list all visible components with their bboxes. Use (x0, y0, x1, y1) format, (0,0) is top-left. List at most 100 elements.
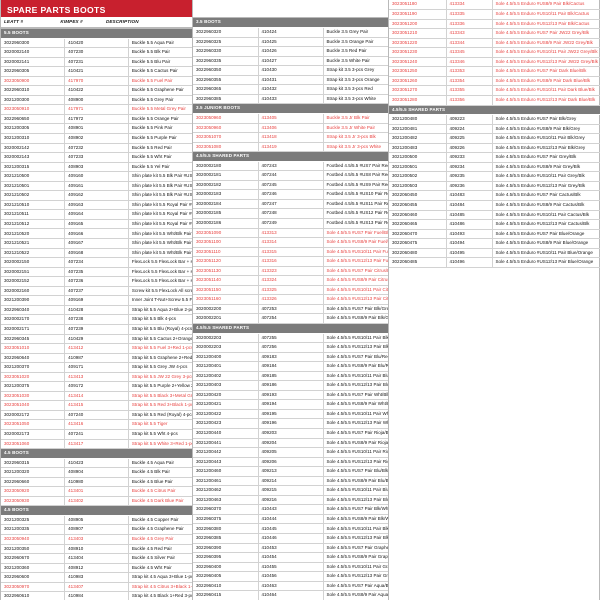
table-row[interactable]: 3020002141 407231 Buckle 5.5 Blu Pair (1, 57, 192, 68)
table-row[interactable]: 3022960415 410464 Sole 4.5/5.5 #US8/9 Pair… (193, 590, 388, 600)
table-row[interactable]: 3022960355 410431 Strap kit 3.5 3-pcs Oran… (193, 75, 388, 86)
table-row[interactable]: 3020002182 407245 Footbed 4.5/5.5 #US9 Pai… (193, 180, 388, 191)
table-row[interactable]: 3020002185 407248 Footbed 4.5/5.5 #US12 Pa… (193, 208, 388, 219)
table-row[interactable]: 3023051030 413414 Strap kit 5.5 Black 3+Me… (1, 391, 192, 402)
table-row[interactable]: 3021210502 409162 Shin plate kit 5.5 Blk P… (1, 190, 192, 201)
table-row[interactable]: 3023051280 413356 Sole 4.5/5.5 Enduro #US1… (389, 95, 600, 106)
table-row[interactable]: 3020002171 407239 Strap kit 5.5 Blu (Royal… (1, 324, 192, 335)
table-row[interactable]: 3022960330 410426 Buckle 3.5 Red Pair (193, 46, 388, 57)
table-row[interactable]: 3021210501 409161 Shin plate kit 5.5 Blk P… (1, 181, 192, 192)
table-row[interactable]: 3021200350 408910 Buckle 4.5 Red Pair (1, 544, 192, 555)
table-row[interactable]: 3022060450 410483 Sole 4.5/5.5 Enduro #US7… (389, 190, 600, 201)
table-row[interactable]: 3022960350 410430 Strap kit 3.5 3-pcs Grey (193, 65, 388, 76)
table-row[interactable]: 3021200370 409171 Strap kit 5.5 Grey JW 4-… (1, 362, 192, 373)
table-row[interactable]: 3020002140 407230 Buckle 5.5 Blk Pair (1, 47, 192, 58)
table-row[interactable]: 3020002150 407234 FlexLock 5.5 FlexLock Ba… (1, 257, 192, 268)
table-row[interactable]: 3023051140 413324 Sole 4.5/5.5 #US8/9 Pair… (193, 275, 388, 286)
table-row[interactable]: 3022960375 410444 Sole 4.5/5.5 #US8/9 Pair… (193, 514, 388, 525)
table-row[interactable]: 3022960670 413404 Buckle 4.5 Silver Pair (1, 553, 192, 564)
table-row[interactable]: 3020002143 407233 Buckle 5.5 Wht Pair (1, 152, 192, 163)
table-row[interactable]: 3022960390 410453 Sole 4.5/5.5 #US7 Pair G… (193, 543, 388, 554)
table-row[interactable]: 3020002183 407246 Footbed 4.5/5.5 #US10 Pa… (193, 189, 388, 200)
table-row[interactable]: 3021210512 409165 Shin plate kit 5.5 Royal… (1, 219, 192, 230)
table-row[interactable]: 3021200305 408901 Buckle 5.5 Pink Pair (1, 123, 192, 134)
table-row[interactable]: 3023051160 413326 Sole 4.5/5.5 #US12/13 Pa… (193, 294, 388, 305)
table-row[interactable]: 3022060475 410494 Sole 4.5/5.5 Enduro #US8… (389, 238, 600, 249)
table-row[interactable]: 3022960380 410445 Sole 4.5/5.5 #US10/11 Pa… (193, 523, 388, 535)
table-row[interactable]: 3022960305 410421 Buckle 5.5 Cactus Pair (1, 66, 192, 77)
table-row[interactable]: 3022960335 410427 Buckle 3.5 White Pair (193, 56, 388, 67)
table-row[interactable]: 3021200503 409236 Sole 4.5/5.5 Enduro #US1… (389, 181, 600, 192)
table-row[interactable]: 3020002173 407241 Strap kit 5.5 Wht 4-pcs (1, 429, 192, 440)
table-row[interactable]: 3023051110 413315 Sole 4.5/5.5 #US10/11 Pa… (193, 247, 388, 258)
table-row[interactable]: 3021200441 409204 Sole 4.5/5.5 #US8/9 Pair… (193, 438, 388, 449)
table-row[interactable]: 3021200375 409172 Strap kit 5.5 Purple 2+Y… (1, 381, 192, 392)
table-row[interactable]: 3020002200 407253 Sole 4.5/5.5 #US7 Pair B… (193, 304, 388, 315)
table-row[interactable]: 3023051190 413335 Sole 4.5/5.5 Enduro #US1… (389, 9, 600, 20)
table-row[interactable]: 3023051150 413325 Sole 4.5/5.5 #US10/11 Pa… (193, 285, 388, 296)
table-row[interactable]: 3020002181 407244 Footbed 4.5/5.5 #US8 Pai… (193, 170, 388, 181)
table-row[interactable]: 3021200403 409186 Sole 4.5/5.5 #US12/13 Pa… (193, 380, 388, 391)
table-row[interactable]: 3023050930 413402 Buckle 4.5 Dark Blue Pai… (1, 496, 192, 507)
table-row[interactable]: 3022960340 410428 Strap kit 5.5 Aqua 2+Blu… (1, 305, 192, 316)
table-row[interactable]: 3023050960 413406 Buckle 3.5 Jr White Pair (193, 123, 388, 134)
table-row[interactable]: 3021210521 409167 Shin plate kit 5.5 Wht/B… (1, 238, 192, 249)
table-row[interactable]: 3021200462 409215 Sole 4.5/5.5 #US10/11 Pa… (193, 485, 388, 496)
table-row[interactable]: 3023051200 413336 Sole 4.5/5.5 Enduro #US1… (389, 19, 600, 30)
table-row[interactable]: 3021200320 408904 Buckle 4.5 Blk Pair (1, 467, 192, 478)
table-row[interactable]: 3022960320 410424 Buckle 3.5 Grey Pair (193, 27, 388, 38)
table-row[interactable]: 3021210500 409160 Shin plate kit 5.5 Blk P… (1, 171, 192, 182)
table-row[interactable]: 3020002142 407232 Buckle 5.5 Red Pair (1, 143, 192, 154)
table-row[interactable]: 3020002170 407238 Strap kit 5.5 Blk 4-pcs (1, 314, 192, 325)
table-row[interactable]: 3020002184 407247 Footbed 4.5/5.5 #US11 Pa… (193, 199, 388, 210)
table-row[interactable]: 3020002151 407235 FlexLock 5.5 FlexLock Ba… (1, 267, 192, 278)
table-row[interactable]: 3021200400 409183 Sole 4.5/5.5 #US7 Pair B… (193, 352, 388, 363)
table-row[interactable]: 3021200360 408912 Buckle 4.5 Wht Pair (1, 563, 192, 574)
table-row[interactable]: 3021200500 409233 Sole 4.5/5.5 Enduro #US7… (389, 152, 600, 163)
table-row[interactable]: 3023051130 413323 Sole 4.5/5.5 #US7 Pair C… (193, 266, 388, 277)
table-row[interactable]: 3021200480 409223 Sole 4.5/5.5 Enduro #US7… (389, 114, 600, 125)
table-row[interactable]: 3022060485 410496 Sole 4.5/5.5 Enduro #US1… (389, 257, 600, 268)
table-row[interactable]: 3021200440 409203 Sole 4.5/5.5 #US7 Pair R… (193, 428, 388, 439)
table-row[interactable]: 3023051270 413355 Sole 4.5/5.5 Enduro #US1… (389, 85, 600, 96)
table-row[interactable]: 3021200335 408907 Buckle 4.5 Graphene Pair (1, 524, 192, 535)
table-row[interactable]: 3023051220 413344 Sole 4.5/5.5 Enduro #US8… (389, 38, 600, 49)
table-row[interactable]: 3023051010 413412 Strap kit 5.5 Fuel 3+Red… (1, 343, 192, 354)
table-row[interactable]: 3023050920 413401 Buckle 4.5 Citrus Pair (1, 486, 192, 497)
table-row[interactable]: 3021210520 409166 Shin plate kit 5.5 Wht/B… (1, 228, 192, 240)
table-row[interactable]: 3022960315 410423 Buckle 4.5 Aqua Pair (1, 458, 192, 469)
table-row[interactable]: 3023051180 413334 Sole 4.5/5.5 Enduro #US8… (389, 0, 600, 11)
table-row[interactable]: 3021200483 409226 Sole 4.5/5.5 Enduro #US1… (389, 143, 600, 154)
table-row[interactable]: 3023050910 417971 Buckle 5.5 Metal Grey Pa… (1, 104, 192, 115)
table-row[interactable]: 3022960300 410420 Buckle 5.5 Aqua Pair (1, 38, 192, 49)
table-row[interactable]: 3021200443 409206 Sole 4.5/5.5 #US12/13 Pa… (193, 457, 388, 468)
table-row[interactable]: 3022960370 410443 Sole 4.5/5.5 #US7 Pair B… (193, 504, 388, 515)
table-row[interactable]: 3021200422 409195 Sole 4.5/5.5 #US10/11 Pa… (193, 409, 388, 420)
table-row[interactable]: 3020002203 407255 Sole 4.5/5.5 #US10/11 Pa… (193, 333, 388, 344)
table-row[interactable]: 3022060480 410495 Sole 4.5/5.5 Enduro #US1… (389, 248, 600, 259)
table-row[interactable]: 3021200402 409185 Sole 4.5/5.5 #US10/11 Pa… (193, 371, 388, 382)
table-row[interactable]: 3021200421 409194 Sole 4.5/5.5 #US8/9 Pair… (193, 399, 388, 410)
table-row[interactable]: 3022960610 410984 Strap kit 4.5 Black 1+Re… (1, 591, 192, 600)
table-row[interactable]: 3021200501 409234 Sole 4.5/5.5 Enduro #US8… (389, 162, 600, 173)
table-row[interactable]: 3021200325 408905 Buckle 4.5 Copper Pair (1, 515, 192, 526)
table-row[interactable]: 3022960640 410987 Strap kit 5.5 Graphene 2… (1, 353, 192, 364)
table-row[interactable]: 3023051260 413354 Sole 4.5/5.5 Enduro #US8… (389, 76, 600, 87)
table-row[interactable]: 3020002160 407237 Screw kit 5.5 FlexLock A… (1, 286, 192, 297)
table-row[interactable]: 3022960385 410433 Strap kit 3.5 3-pcs Whit… (193, 94, 388, 105)
table-row[interactable]: 3022060460 410485 Sole 4.5/5.5 Enduro #US1… (389, 210, 600, 221)
table-row[interactable]: 3022960385 410446 Sole 4.5/5.5 #US12/13 Pa… (193, 533, 388, 544)
table-row[interactable]: 3023051020 413413 Strap kit 5.5 JW 22 Grey… (1, 372, 192, 383)
table-row[interactable]: 3021210522 409168 Shin plate kit 5.5 Wht/B… (1, 248, 192, 259)
table-row[interactable]: 3021210510 409163 Shin plate kit 5.5 Royal… (1, 200, 192, 211)
table-row[interactable]: 3020002152 407236 FlexLock 5.5 FlexLock Ba… (1, 276, 192, 287)
table-row[interactable]: 3023051060 413417 Strap kit 5.5 White 3+Re… (1, 439, 192, 450)
table-row[interactable]: 3023051070 413418 Strap kit 3.5 Jr 3-pcs B… (193, 132, 388, 143)
table-row[interactable]: 3021200300 408900 Buckle 5.5 Grey Pair (1, 95, 192, 106)
table-row[interactable]: 3021200401 409184 Sole 4.5/5.5 #US8/9 Pair… (193, 361, 388, 372)
table-row[interactable]: 3023051240 413346 Sole 4.5/5.5 Enduro #US1… (389, 57, 600, 68)
table-row[interactable]: 3021200315 408903 Buckle 5.5 Yel Pair (1, 162, 192, 173)
table-row[interactable]: 3022960660 410980 Buckle 4.5 Blue Pair (1, 477, 192, 488)
table-row[interactable]: 3023051090 413313 Sole 4.5/5.5 #US7 Pair F… (193, 228, 388, 239)
table-row[interactable]: 3022960365 410432 Strap kit 3.5 3-pcs Red (193, 84, 388, 95)
